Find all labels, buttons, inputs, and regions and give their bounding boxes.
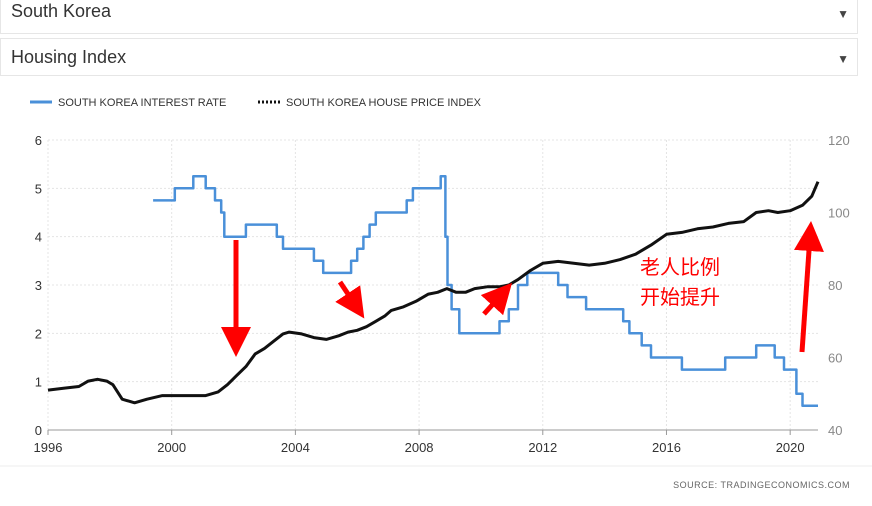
y-axis-right: 40 60 80 100 120 <box>828 133 850 438</box>
indicator-select[interactable]: Housing Index ▼ <box>0 38 858 76</box>
indicator-select-value: Housing Index <box>11 47 127 67</box>
y-right-tick-label: 40 <box>828 423 842 438</box>
annotation-text-line-2: 开始提升 <box>640 285 720 309</box>
x-tick-label: 1996 <box>34 440 63 455</box>
y-right-tick-label: 120 <box>828 133 850 148</box>
annotation-arrow <box>794 221 824 353</box>
x-tick-label: 2000 <box>157 440 186 455</box>
annotation-arrow <box>335 280 365 319</box>
y-axis-left: 0 1 2 3 4 5 6 <box>35 133 42 438</box>
chevron-down-icon: ▼ <box>837 52 849 66</box>
annotation-text-line-1: 老人比例 <box>640 255 720 279</box>
chevron-down-icon: ▼ <box>837 7 849 21</box>
x-tick-label: 2008 <box>405 440 434 455</box>
series-line-house-price-index <box>47 181 820 405</box>
legend-label-interest-rate: SOUTH KOREA INTEREST RATE <box>58 97 226 109</box>
y-right-tick-label: 100 <box>828 206 850 221</box>
annotation-arrows <box>221 221 824 357</box>
y-right-tick-label: 60 <box>828 351 842 366</box>
plot-area <box>47 175 820 408</box>
y-right-tick-label: 80 <box>828 278 842 293</box>
y-left-tick-label: 6 <box>35 133 42 148</box>
legend-label-house-price-index: SOUTH KOREA HOUSE PRICE INDEX <box>286 97 482 109</box>
x-tick-label: 2020 <box>776 440 805 455</box>
y-left-tick-label: 5 <box>35 181 42 196</box>
country-select-value: South Korea <box>11 1 112 21</box>
x-tick-label: 2004 <box>281 440 310 455</box>
country-select[interactable]: South Korea ▼ <box>0 0 858 34</box>
source-label: SOURCE: TRADINGECONOMICS.COM <box>673 480 850 490</box>
x-tick-label: 2016 <box>652 440 681 455</box>
annotation-arrow <box>480 282 513 316</box>
x-axis: 1996 2000 2004 2008 2012 2016 2020 <box>34 429 818 455</box>
x-tick-label: 2012 <box>528 440 557 455</box>
y-left-tick-label: 2 <box>35 326 42 341</box>
legend: SOUTH KOREA INTEREST RATE SOUTH KOREA HO… <box>30 97 482 109</box>
y-left-tick-label: 1 <box>35 375 42 390</box>
series-line-interest-rate <box>153 175 818 408</box>
y-left-tick-label: 3 <box>35 278 42 293</box>
y-left-tick-label: 4 <box>35 230 42 245</box>
y-left-tick-label: 0 <box>35 423 42 438</box>
